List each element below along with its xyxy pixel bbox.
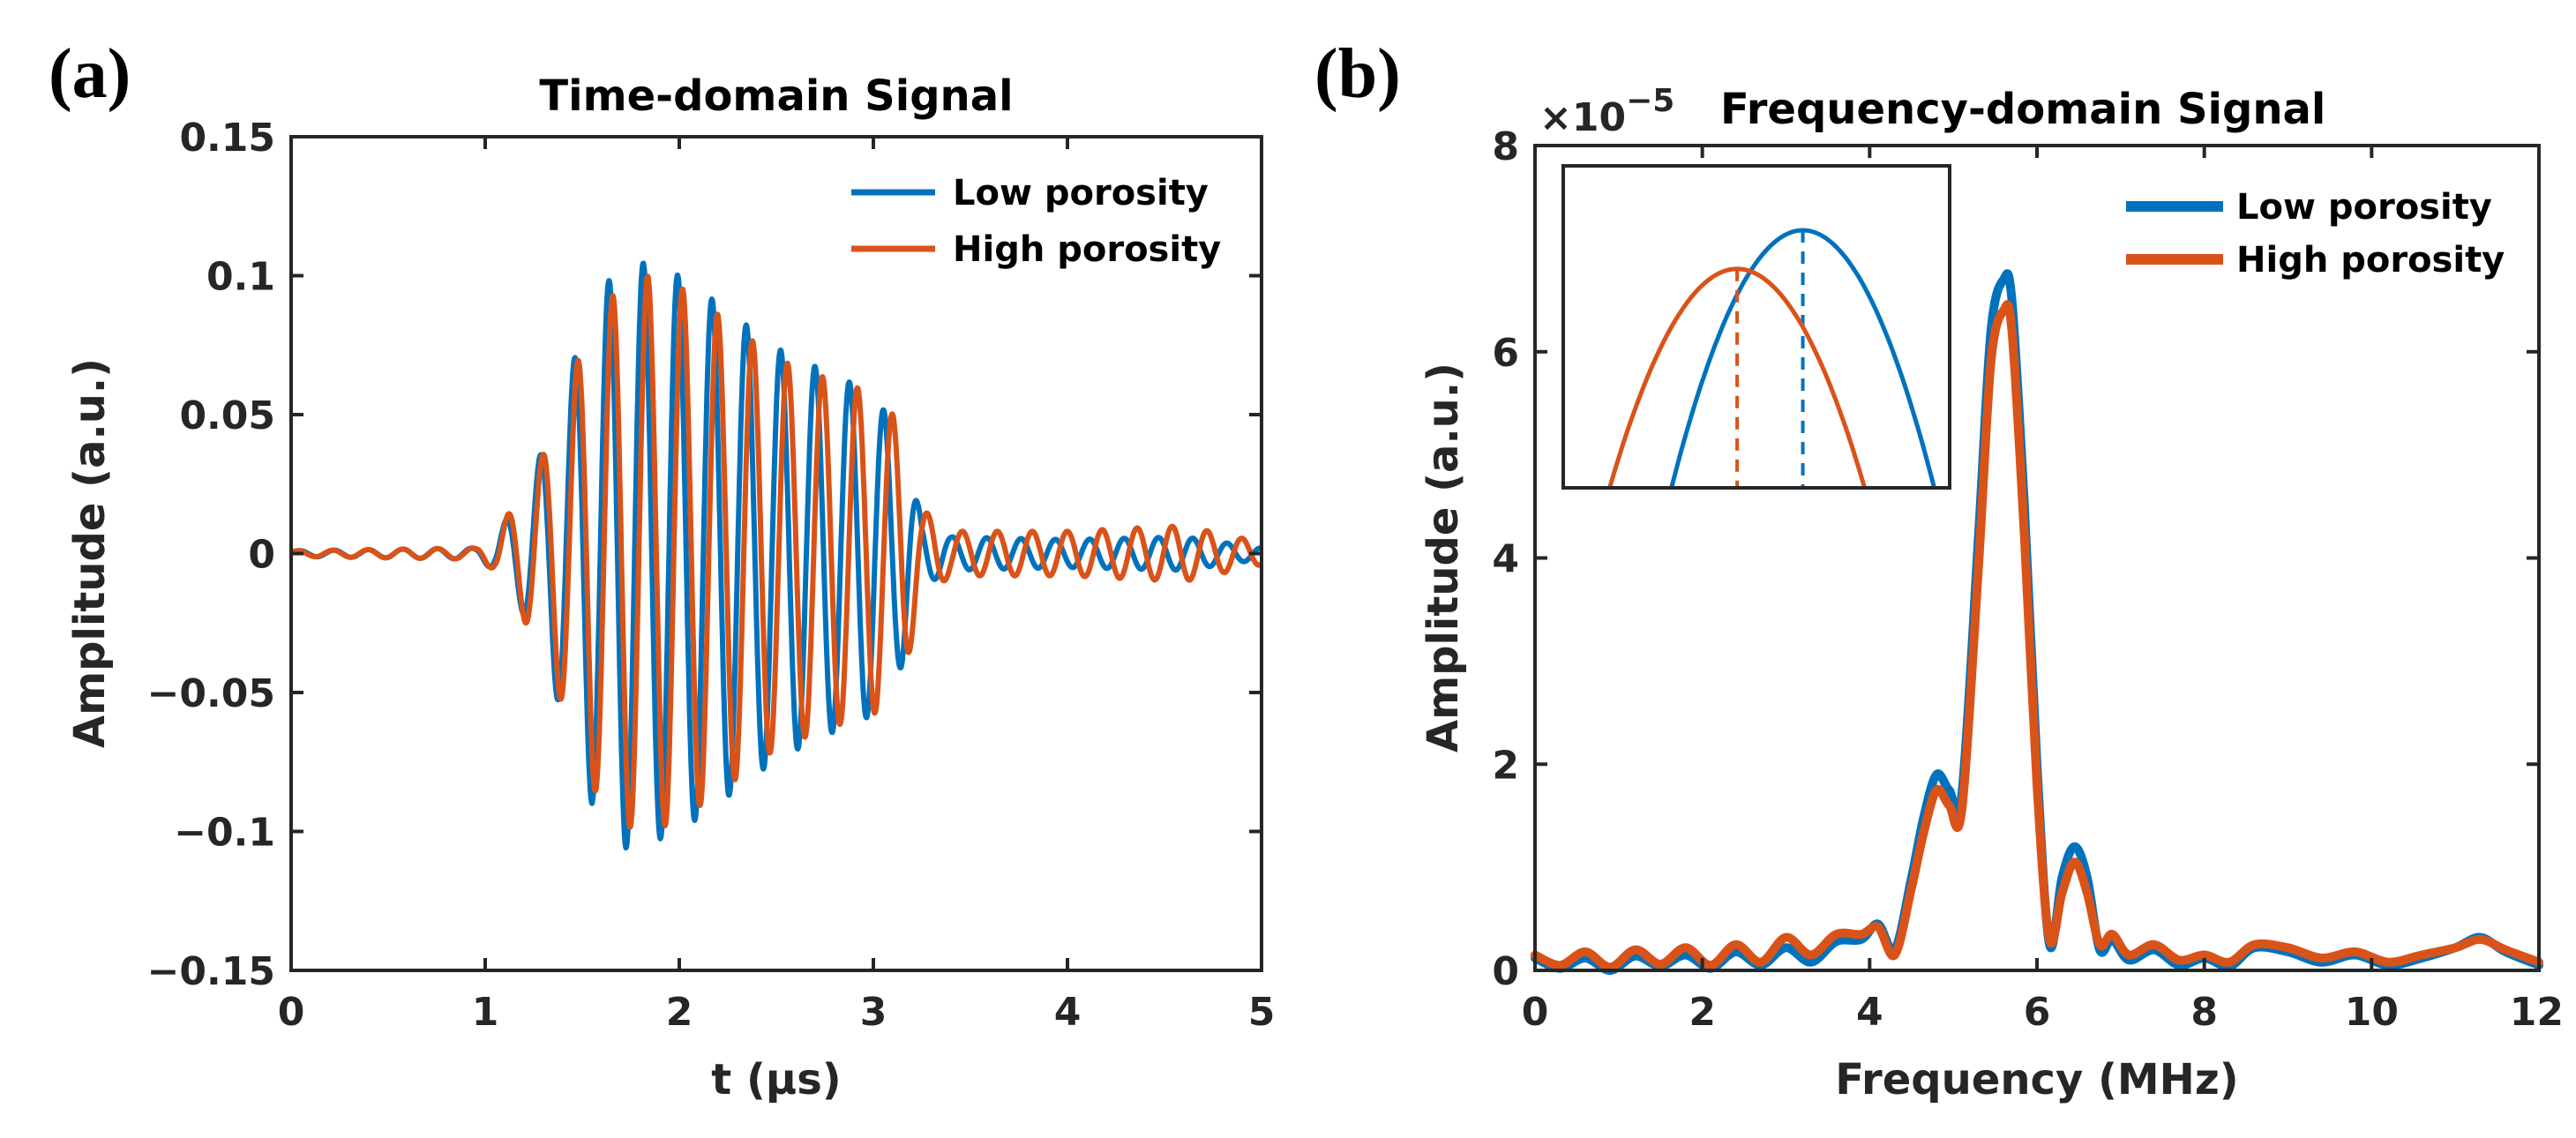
panel-b-line-high-porosity: [1531, 300, 2543, 972]
panel-b-xtick-label: 12: [2510, 990, 2564, 1035]
panel-b: (b) ×10−5 Frequency-domain Signal 0 2 4 6 8 1…: [1314, 35, 2564, 1104]
panel-b-ytick-label: 2: [1492, 743, 1519, 788]
panel-b-legend-high-porosity: High porosity: [2236, 240, 2505, 281]
panel-a-ytick-label: 0.05: [179, 393, 275, 438]
panel-a-xtick-label: 0: [278, 990, 305, 1035]
panel-a-xtick-label: 2: [666, 990, 693, 1035]
panel-b-xtick-label: 6: [2024, 990, 2051, 1035]
panel-b-legend: Low porosity High porosity: [2126, 187, 2505, 281]
panel-a-xtick-label: 5: [1248, 990, 1276, 1035]
panel-b-ylabel: Amplitude (a.u.): [1419, 363, 1468, 752]
panel-a-label: (a): [49, 35, 131, 113]
panel-a: (a) Time-domain Signal 0 1 2 3 4 5 −0.15 −0.1 −0…: [49, 35, 1275, 1104]
panel-b-xlabel: Frequency (MHz): [1835, 1055, 2238, 1104]
inset-box: [1561, 164, 1951, 490]
panel-a-ytick-label: −0.1: [174, 811, 275, 856]
panel-b-xtick-label: 8: [2190, 990, 2218, 1035]
inset-frame: [1561, 164, 1951, 490]
panel-b-label: (b): [1314, 35, 1401, 113]
panel-b-xtick-label: 10: [2345, 990, 2399, 1035]
panel-a-ylabel: Amplitude (a.u.): [65, 358, 115, 748]
inset-curves: [1607, 228, 1936, 488]
panel-b-ytick-label: 0: [1492, 949, 1519, 994]
panel-b-xtick-label: 4: [1856, 990, 1883, 1035]
panel-b-inset: [1561, 164, 1951, 490]
panel-a-ytick-label: −0.05: [147, 671, 275, 716]
panel-b-xtick-label: 2: [1689, 990, 1716, 1035]
panel-b-y-scale: ×10−5: [1539, 83, 1674, 140]
panel-a-legend-low-porosity: Low porosity: [953, 173, 1209, 213]
panel-a-ticks: 0 1 2 3 4 5 −0.15 −0.1 −0.05 0 0.05 0.1 0.15: [147, 116, 1276, 1035]
panel-a-legend-high-porosity: High porosity: [953, 229, 1221, 270]
panel-a-ytick-label: 0.1: [206, 255, 275, 300]
panel-a-line-high-porosity: [288, 273, 1264, 830]
panel-a-ytick-label: −0.15: [147, 949, 275, 994]
panel-a-xtick-label: 1: [472, 990, 499, 1035]
panel-a-ytick-label: 0.15: [179, 116, 275, 161]
panel-a-xtick-label: 4: [1054, 990, 1082, 1035]
panel-a-ytick-label: 0: [248, 533, 275, 578]
panel-a-series-group: [288, 260, 1264, 851]
panel-a-xtick-label: 3: [860, 990, 887, 1035]
panel-b-xtick-label: 0: [1522, 990, 1549, 1035]
panel-a-title: Time-domain Signal: [539, 71, 1013, 121]
panel-b-ticks: 0 2 4 6 8 10 12 0 2 4 6 8: [1492, 124, 2564, 1035]
panel-b-series-group: [1531, 269, 2543, 975]
panel-b-legend-low-porosity: Low porosity: [2236, 187, 2492, 228]
panel-b-ytick-label: 6: [1492, 331, 1519, 376]
panel-a-legend: Low porosity High porosity: [851, 173, 1221, 270]
panel-b-ytick-label: 4: [1492, 537, 1519, 582]
panel-b-y-scale-exponent: −5: [1626, 83, 1674, 119]
panel-b-y-scale-base: ×10: [1539, 95, 1626, 140]
panel-a-xlabel: t (µs): [711, 1055, 841, 1104]
panel-b-title: Frequency-domain Signal: [1720, 85, 2325, 134]
panel-b-ytick-label: 8: [1492, 124, 1519, 169]
